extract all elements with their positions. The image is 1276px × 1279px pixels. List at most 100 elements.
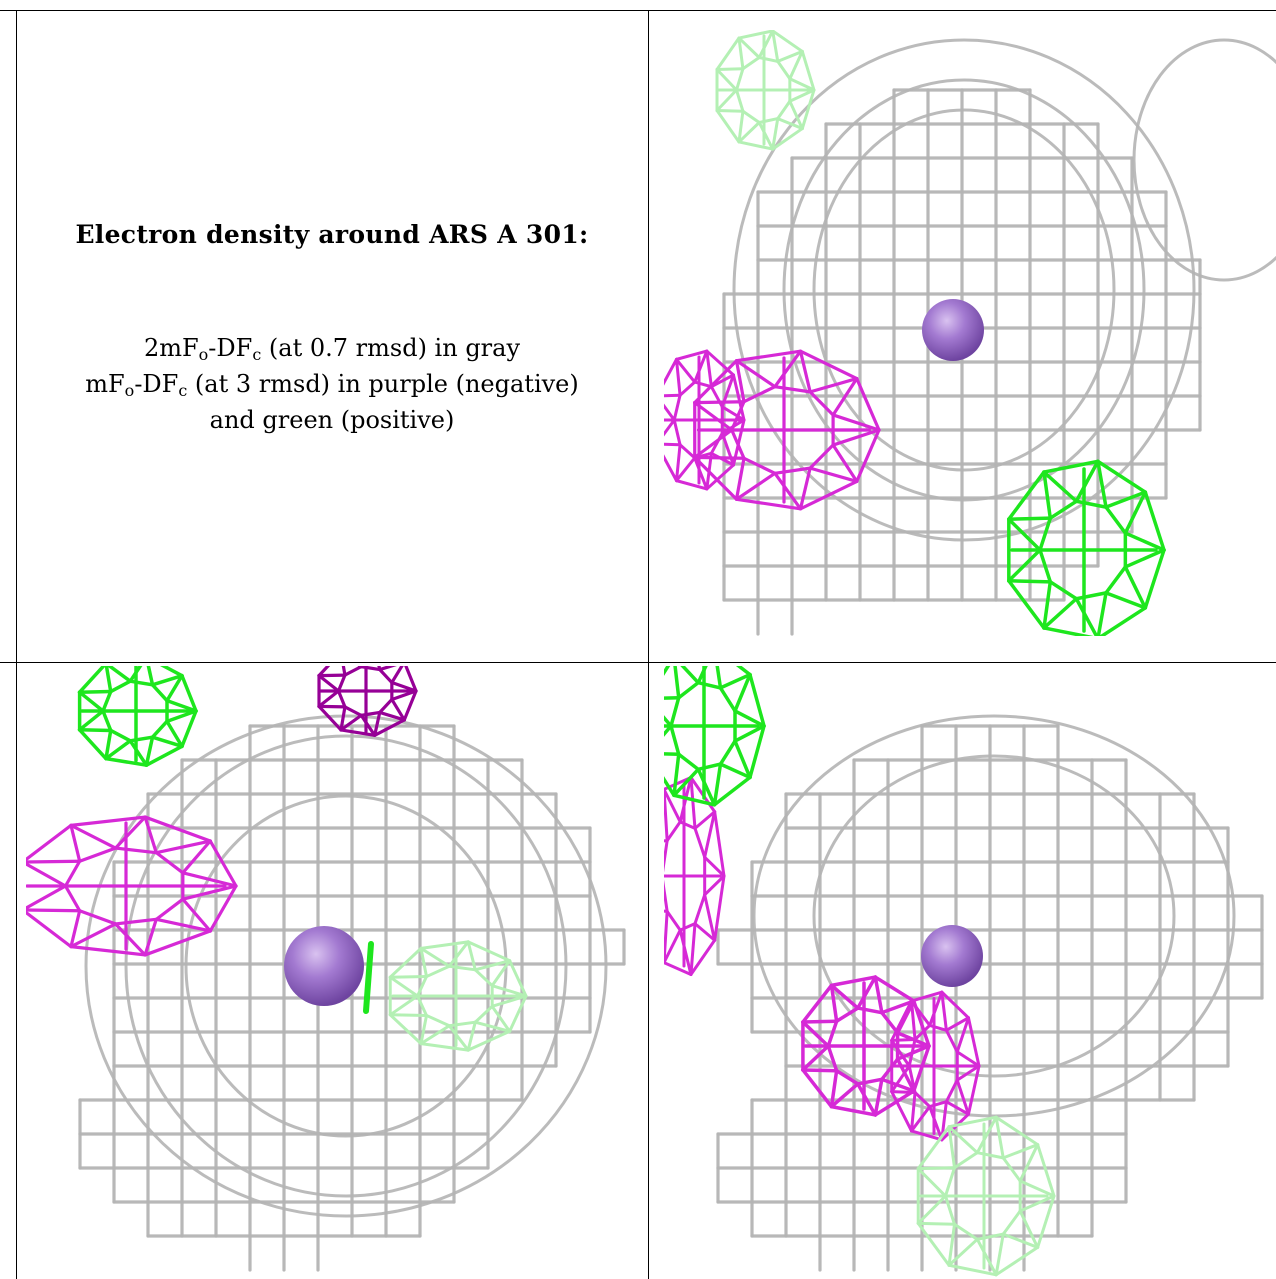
mesh-edge [1074,459,1100,504]
mesh-edge [953,1151,979,1170]
mesh-edge [26,859,82,864]
mesh-edge [388,975,429,979]
mesh-edge [373,718,406,737]
mesh-edge [776,117,804,131]
mesh-edge [773,385,812,394]
mesh-edge [447,1024,470,1052]
mesh-edge [664,787,669,843]
mesh-edge [715,109,741,144]
mesh-edge [994,1115,1040,1147]
mesh-edge [788,49,804,81]
panel-1-positive-mesh [715,30,1166,636]
mesh-edge [928,990,944,1027]
mesh-edge [425,1013,451,1028]
mesh-edge [829,975,878,988]
mesh-edge [672,393,682,422]
mesh-edge [773,466,812,475]
mesh-edge [208,839,238,888]
mesh-edge [208,884,238,933]
mesh-edge [317,704,347,709]
mesh-edge [798,349,812,394]
mesh-edge [150,719,169,739]
mesh-edge [831,376,859,417]
mesh-edge [1001,1156,1022,1183]
mesh-edge [913,1023,932,1041]
mesh-edge [144,735,155,767]
mesh-edge [154,897,185,921]
density-panel-2 [26,666,632,1279]
mesh-edge [742,385,777,404]
mesh-edge [490,994,528,1008]
mesh-edge [1018,1179,1056,1198]
mesh-edge [154,917,212,933]
mesh-edge [705,349,713,389]
mesh-edge [718,762,752,780]
mesh-edge [388,946,423,979]
mesh-edge [1036,1194,1056,1249]
mesh-edge [473,968,494,988]
mesh-edge [154,839,212,855]
mesh-contour [1132,38,1276,282]
mesh-edge [181,871,238,888]
mesh-edge [77,666,106,694]
mesh-edge [733,724,766,743]
mesh-edge [466,1020,477,1052]
mesh-edge [693,455,739,501]
mesh-edge [955,1050,981,1068]
mesh-edge [673,666,681,700]
mesh-edge [703,893,717,942]
mesh-edge [829,983,839,1024]
mesh-edge [104,666,113,694]
mesh-edge [715,109,745,113]
mesh-edge [1042,470,1079,504]
mesh-edge [693,451,713,460]
mesh-edge [339,705,347,732]
mesh-edge [508,994,528,1033]
mesh-edge [490,984,528,998]
mesh-edge [447,1020,477,1028]
mesh-edge [713,810,726,878]
mesh-edge [737,140,775,151]
mesh-edge [675,443,682,483]
mesh-edge [733,739,752,780]
mesh-edge [77,709,105,732]
mesh-edge [693,401,734,432]
mesh-edge [776,49,804,63]
mesh-edge [966,1064,981,1116]
mesh-edge [856,1077,884,1086]
mesh-edge [1096,459,1148,494]
mesh-edge [855,428,881,484]
mesh-edge [907,1037,917,1068]
mesh-edge [916,1166,957,1171]
mesh-edge [975,1115,998,1155]
mesh-edge [712,762,723,807]
mesh-edge [709,431,724,455]
mesh-edge [748,724,766,780]
mesh-edge [742,456,777,475]
mesh-edge [890,1090,913,1133]
mesh-edge [713,874,726,942]
mesh-edge [703,855,726,878]
mesh-edge [955,1016,970,1054]
mesh-edge [693,810,717,830]
mesh-edge [696,680,723,690]
mesh-edge [731,418,746,467]
mesh-edge [1048,580,1079,601]
mesh-contour [812,754,1176,1078]
mesh-edge [359,710,382,717]
mesh-edge [733,709,766,728]
mesh-edge [466,940,512,963]
legend-line-colors: and green (positive) [209,406,455,434]
mesh-edge [466,1029,512,1052]
mesh-edge [664,724,673,737]
mesh-edge [880,1057,900,1082]
mesh-edge [143,917,158,957]
mesh-edge [907,1064,917,1095]
mesh-edge [1042,459,1100,474]
mesh-edge [678,820,697,830]
mesh-edge [947,1115,998,1129]
mesh-edge [1042,470,1053,520]
mesh-edge [693,380,713,389]
mesh-edge [800,88,816,131]
mesh-edge [829,1082,860,1109]
